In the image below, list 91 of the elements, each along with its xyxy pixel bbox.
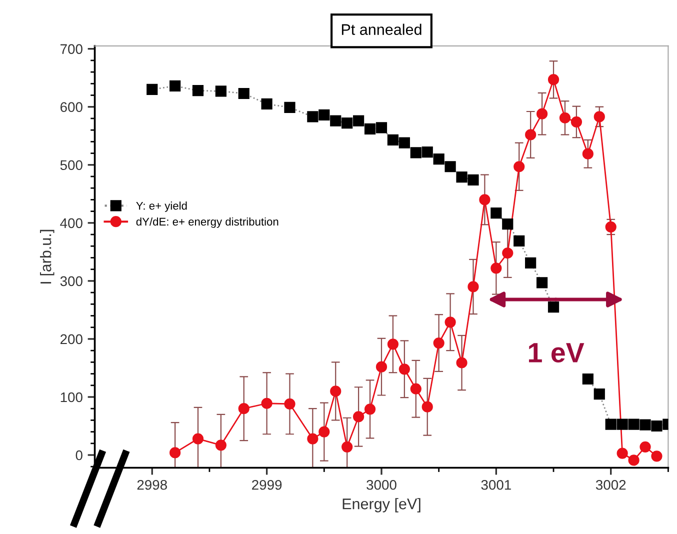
point (307, 433, 318, 444)
point (342, 441, 353, 452)
point (170, 80, 181, 92)
point (640, 419, 651, 430)
point (490, 262, 502, 274)
point (192, 85, 204, 96)
point (376, 122, 388, 134)
point (364, 123, 376, 134)
point (352, 115, 364, 126)
point (307, 111, 318, 122)
point (616, 418, 628, 430)
point (261, 98, 272, 110)
point (398, 137, 410, 148)
point (456, 172, 468, 183)
point (514, 161, 525, 172)
chart-title: Pt annealed (342, 24, 422, 35)
y-tick-label: 300 (60, 276, 82, 286)
point (444, 161, 456, 172)
point (433, 154, 444, 165)
point (570, 116, 582, 128)
point (284, 398, 296, 410)
point (594, 111, 605, 122)
point (616, 448, 628, 459)
point (364, 404, 376, 415)
point (502, 218, 514, 230)
point (318, 109, 330, 121)
x-tick-label: 2999 (252, 480, 282, 490)
point (582, 148, 594, 160)
point (479, 194, 490, 206)
point (342, 118, 353, 129)
point (284, 102, 296, 113)
point (444, 316, 456, 328)
point (238, 403, 250, 414)
point (376, 361, 388, 372)
point (192, 433, 204, 444)
y-axis-title: I [arb.u.] (40, 230, 54, 284)
x-tick-label: 3001 (481, 480, 511, 490)
point (548, 74, 560, 86)
y-tick-label: 500 (60, 160, 82, 170)
annotation: 1 eV (528, 343, 584, 363)
point (215, 86, 226, 97)
point (410, 147, 422, 158)
point (261, 398, 272, 409)
point (468, 281, 479, 292)
point (548, 301, 560, 313)
point (468, 174, 479, 186)
y-tick-label: 200 (60, 334, 82, 344)
point (387, 134, 399, 146)
point (628, 454, 640, 466)
point (536, 108, 548, 120)
y-tick-label: 100 (60, 392, 82, 402)
point (640, 441, 651, 452)
x-axis-title: Energy [eV] (342, 498, 420, 512)
point (605, 221, 616, 233)
point (525, 129, 536, 140)
point (330, 386, 342, 397)
point (605, 418, 616, 430)
point (215, 440, 226, 451)
x-tick-label: 3000 (366, 480, 396, 490)
point (456, 357, 468, 368)
legend-label: Y: e+ yield (136, 202, 187, 212)
point (559, 112, 571, 124)
point (594, 388, 605, 400)
point (330, 115, 342, 126)
point (651, 450, 662, 462)
point (238, 88, 250, 100)
point (410, 383, 422, 394)
point (628, 418, 640, 430)
point (490, 207, 502, 219)
y-tick-label: 600 (60, 102, 82, 112)
point (514, 235, 525, 246)
point (146, 84, 158, 95)
x-tick-label: 2998 (137, 480, 167, 490)
point (651, 420, 662, 432)
x-tick-label: 3002 (596, 480, 626, 490)
point (318, 426, 330, 438)
point (387, 338, 399, 350)
point (352, 411, 364, 422)
point (525, 257, 536, 269)
point (422, 401, 433, 412)
point (422, 146, 433, 158)
point (582, 373, 594, 385)
y-tick-label: 400 (60, 218, 82, 228)
point (502, 248, 514, 259)
point (433, 337, 444, 349)
legend-label: dY/dE: e+ energy distribution (136, 217, 278, 228)
point (398, 364, 410, 375)
y-tick-label: 0 (76, 450, 82, 460)
y-tick-label: 700 (60, 44, 82, 54)
point (170, 447, 181, 458)
point (536, 277, 548, 288)
